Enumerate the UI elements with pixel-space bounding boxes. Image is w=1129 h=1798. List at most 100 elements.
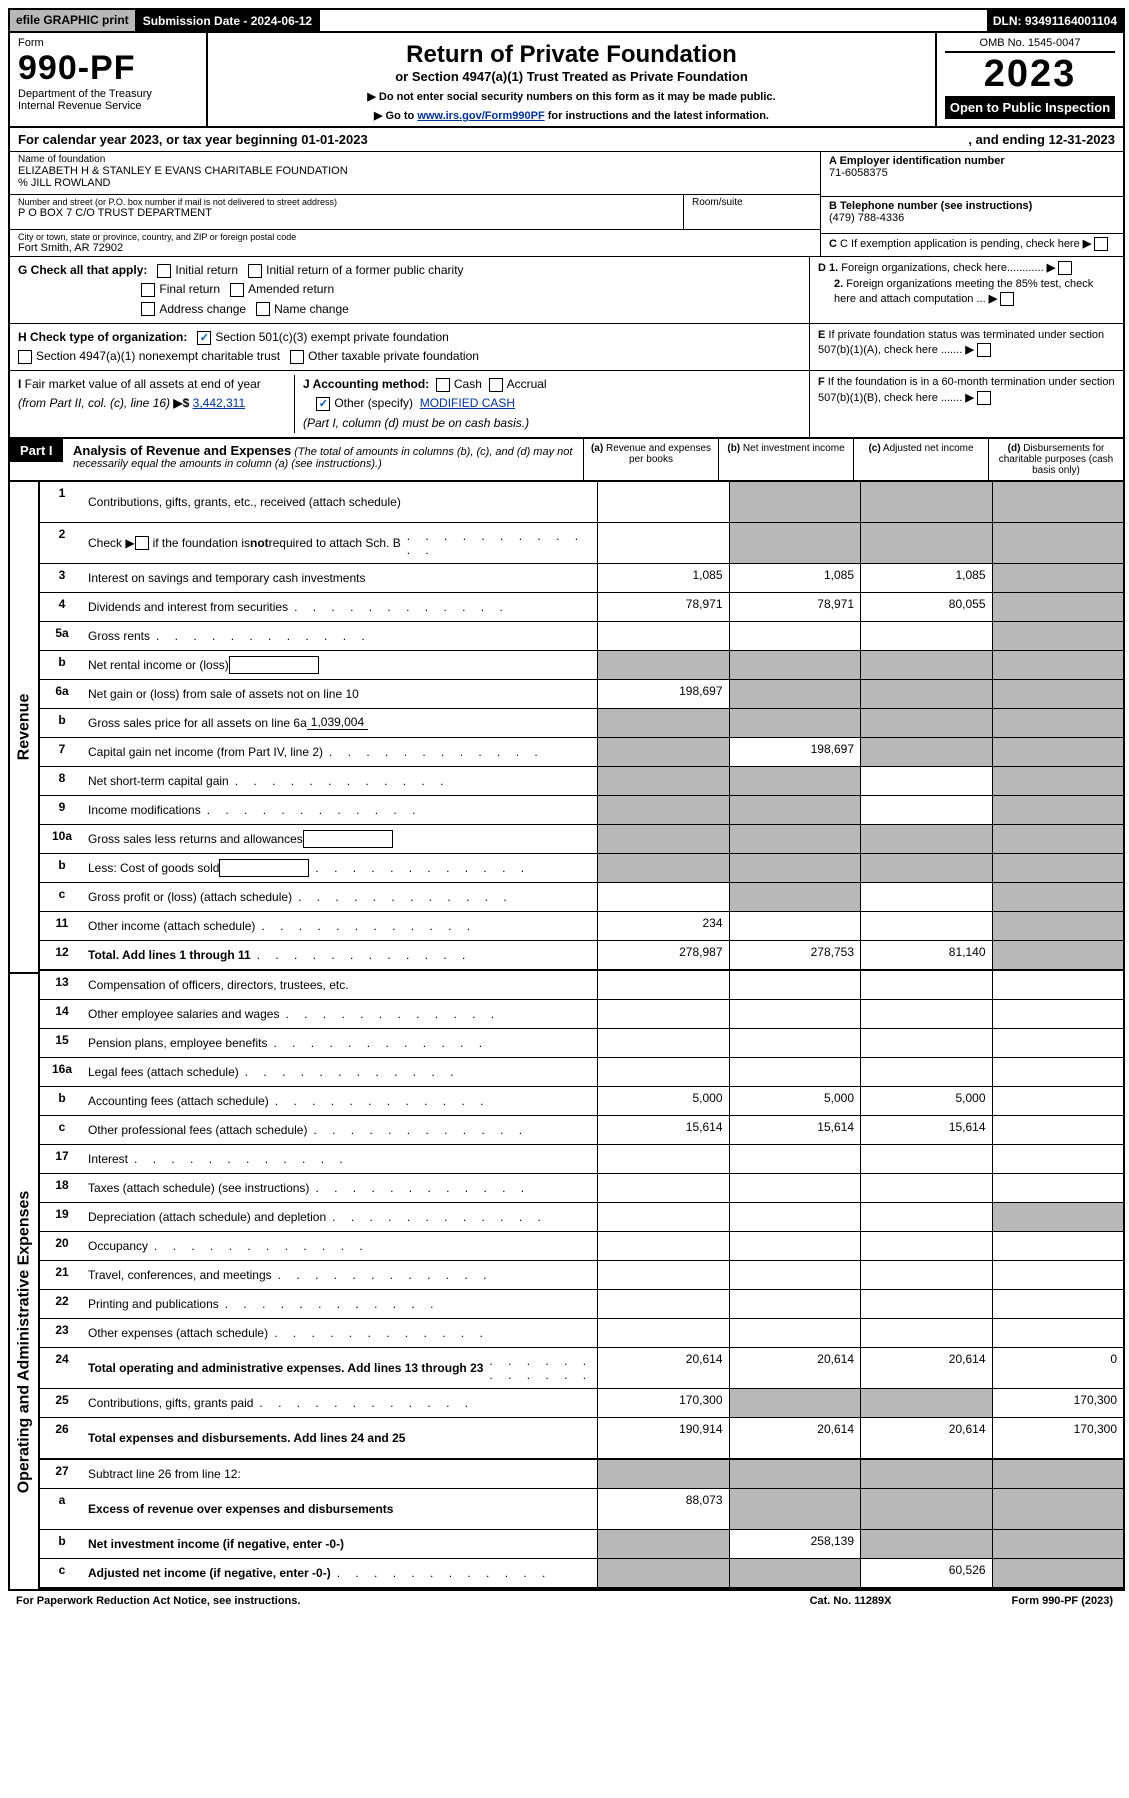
cell-a [598, 709, 730, 737]
line-text: Dividends and interest from securities. … [84, 593, 598, 621]
cell-d [993, 651, 1124, 679]
line-number: 6a [40, 680, 84, 708]
header-right: OMB No. 1545-0047 2023 Open to Public In… [937, 33, 1123, 126]
h2-checkbox[interactable] [18, 350, 32, 364]
line-number: b [40, 854, 84, 882]
line-cells [598, 482, 1123, 522]
line-cells [598, 1174, 1123, 1202]
note-pre: ▶ Go to [374, 110, 417, 122]
fmv-link[interactable]: 3,442,311 [193, 396, 246, 410]
footer: For Paperwork Reduction Act Notice, see … [8, 1591, 1121, 1611]
cell-b: 5,000 [730, 1087, 862, 1115]
line-text: Other professional fees (attach schedule… [84, 1116, 598, 1144]
line-cells [598, 767, 1123, 795]
cell-d [993, 883, 1124, 911]
line-cells [598, 622, 1123, 650]
cell-a [598, 1203, 730, 1231]
cell-a: 170,300 [598, 1389, 730, 1417]
cell-d [993, 709, 1124, 737]
efile-button[interactable]: efile GRAPHIC print [10, 10, 137, 31]
cell-a: 278,987 [598, 941, 730, 969]
cell-b [730, 1460, 862, 1488]
tax-year: 2023 [945, 53, 1115, 96]
cell-d [993, 796, 1124, 824]
main-table: Revenue Operating and Administrative Exp… [10, 482, 1123, 1589]
h3-checkbox[interactable] [290, 350, 304, 364]
cell-d: 170,300 [993, 1418, 1124, 1458]
cell-b [730, 1559, 862, 1587]
h-label: H Check type of organization: [18, 330, 187, 344]
cell-d [993, 1203, 1124, 1231]
line-text: Total expenses and disbursements. Add li… [84, 1418, 598, 1458]
cell-b [730, 883, 862, 911]
cell-d [993, 1489, 1124, 1529]
irs-link[interactable]: www.irs.gov/Form990PF [417, 110, 544, 122]
g4-checkbox[interactable] [230, 283, 244, 297]
line-cells [598, 1261, 1123, 1289]
cell-c [861, 854, 993, 882]
line-row: cGross profit or (loss) (attach schedule… [40, 883, 1123, 912]
line-row: bGross sales price for all assets on lin… [40, 709, 1123, 738]
cell-a [598, 1145, 730, 1173]
cell-c: 5,000 [861, 1087, 993, 1115]
line-row: 14Other employee salaries and wages. . .… [40, 1000, 1123, 1029]
line-cells [598, 971, 1123, 999]
line-row: 26Total expenses and disbursements. Add … [40, 1418, 1123, 1460]
cell-b [730, 1000, 862, 1028]
j1-checkbox[interactable] [436, 378, 450, 392]
cell-b [730, 1319, 862, 1347]
line-cells [598, 1000, 1123, 1028]
c-checkbox[interactable] [1094, 237, 1108, 251]
e-checkbox[interactable] [977, 343, 991, 357]
j2-checkbox[interactable] [489, 378, 503, 392]
line-cells [598, 883, 1123, 911]
cell-d [993, 912, 1124, 940]
line-text: Capital gain net income (from Part IV, l… [84, 738, 598, 766]
line-row: 16aLegal fees (attach schedule). . . . .… [40, 1058, 1123, 1087]
g1-checkbox[interactable] [157, 264, 171, 278]
line-cells: 20,61420,61420,6140 [598, 1348, 1123, 1388]
form-label: Form [18, 37, 198, 49]
cell-c [861, 1232, 993, 1260]
h1-checkbox[interactable] [197, 331, 211, 345]
h3: Other taxable private foundation [308, 349, 479, 363]
line-cells: 5,0005,0005,000 [598, 1087, 1123, 1115]
line-number: 26 [40, 1418, 84, 1458]
cell-c: 60,526 [861, 1559, 993, 1587]
line-rows: 1Contributions, gifts, grants, etc., rec… [40, 482, 1123, 1589]
line-number: c [40, 883, 84, 911]
line-text: Gross sales less returns and allowances [84, 825, 598, 853]
footer-left: For Paperwork Reduction Act Notice, see … [16, 1595, 810, 1607]
cell-a [598, 1029, 730, 1057]
cell-c [861, 1530, 993, 1558]
g2-checkbox[interactable] [248, 264, 262, 278]
line-row: 15Pension plans, employee benefits. . . … [40, 1029, 1123, 1058]
line-number: b [40, 1087, 84, 1115]
cell-d [993, 1058, 1124, 1086]
cell-d [993, 1174, 1124, 1202]
line-text: Legal fees (attach schedule). . . . . . … [84, 1058, 598, 1086]
line-row: bNet rental income or (loss) [40, 651, 1123, 680]
cell-a: 20,614 [598, 1348, 730, 1388]
d2-checkbox[interactable] [1000, 292, 1014, 306]
cell-d: 170,300 [993, 1389, 1124, 1417]
line-row: cOther professional fees (attach schedul… [40, 1116, 1123, 1145]
topbar: efile GRAPHIC print Submission Date - 20… [10, 10, 1123, 33]
line-cells: 88,073 [598, 1489, 1123, 1529]
line-cells: 78,97178,97180,055 [598, 593, 1123, 621]
line-text: Contributions, gifts, grants, etc., rece… [84, 482, 598, 522]
cell-a [598, 651, 730, 679]
j3-checkbox[interactable] [316, 397, 330, 411]
line-number: 2 [40, 523, 84, 563]
j-note: (Part I, column (d) must be on cash basi… [303, 416, 529, 430]
cell-d [993, 1261, 1124, 1289]
f-checkbox[interactable] [977, 391, 991, 405]
cell-a [598, 738, 730, 766]
cell-c [861, 680, 993, 708]
cell-a [598, 825, 730, 853]
g3-checkbox[interactable] [141, 283, 155, 297]
d1-checkbox[interactable] [1058, 261, 1072, 275]
dept: Department of the Treasury [18, 88, 198, 100]
g5-checkbox[interactable] [141, 302, 155, 316]
g6-checkbox[interactable] [256, 302, 270, 316]
